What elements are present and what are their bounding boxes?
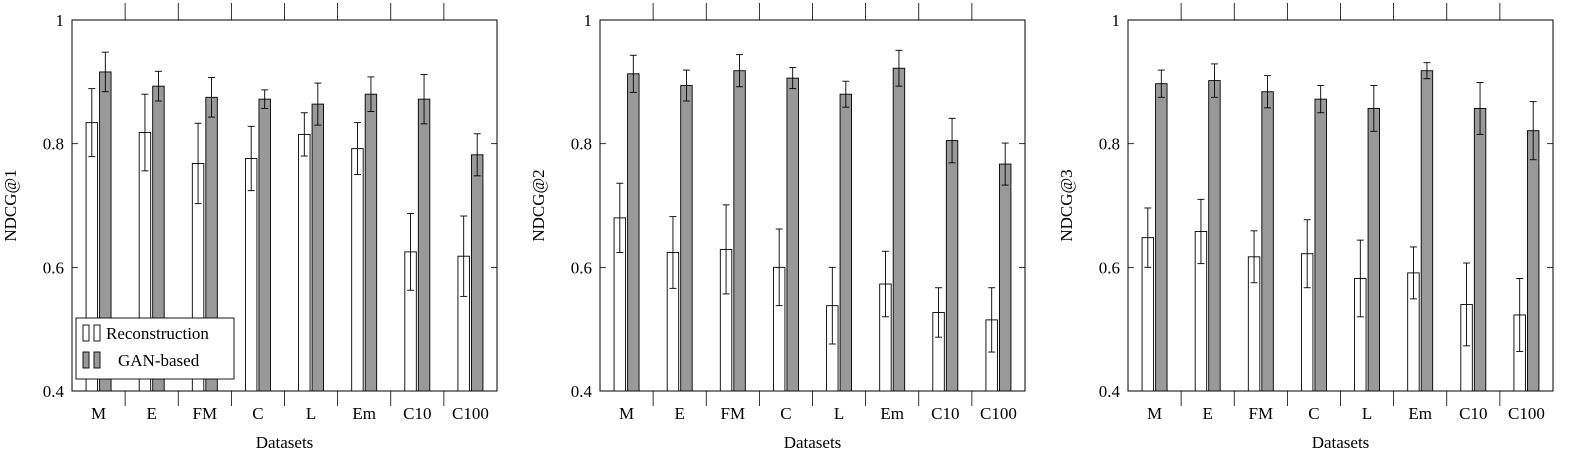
x-tick-label: C100: [980, 404, 1017, 423]
x-tick-label: C100: [452, 404, 489, 423]
x-tick-label: Em: [880, 404, 904, 423]
y-tick-label: 1: [584, 11, 593, 30]
x-axis-label: Datasets: [784, 433, 842, 452]
bar-gan-based: [998, 163, 1012, 392]
x-tick-label: E: [674, 404, 684, 423]
legend-swatch: [82, 324, 90, 342]
bar-gan-based: [680, 85, 693, 392]
x-tick-label: FM: [721, 404, 746, 423]
legend-label-gan-based: GAN-based: [118, 351, 200, 370]
y-axis-label: NDCG@3: [1057, 169, 1076, 241]
y-tick-label: 0.6: [1099, 258, 1120, 277]
bar-gan-based: [892, 67, 906, 392]
y-tick-label: 0.8: [1099, 135, 1120, 154]
x-tick-label: C10: [403, 404, 431, 423]
x-tick-label: M: [619, 404, 634, 423]
y-axis-label: NDCG@2: [529, 169, 548, 241]
bar-gan-based: [1314, 98, 1327, 392]
bar-gan-based: [1420, 70, 1434, 392]
y-tick-label: 0.4: [43, 382, 65, 401]
legend-swatch: [82, 351, 90, 369]
x-tick-label: E: [1202, 404, 1212, 423]
bar-reconstruction: [244, 158, 258, 392]
bar-gan-based: [1155, 83, 1168, 392]
x-tick-label: C: [1308, 404, 1319, 423]
plot-frame: [599, 19, 1026, 392]
bar-gan-based: [786, 77, 799, 392]
x-tick-label: C10: [1459, 404, 1487, 423]
y-tick-label: 0.6: [571, 258, 592, 277]
legend: Reconstruction GAN-based: [75, 317, 235, 380]
x-tick-label: E: [146, 404, 156, 423]
x-tick-label: L: [834, 404, 844, 423]
bar-gan-based: [733, 70, 746, 392]
bar-gan-based: [627, 73, 640, 392]
x-tick-label: C100: [1508, 404, 1545, 423]
bar-gan-based: [311, 103, 325, 392]
y-tick-label: 0.8: [43, 135, 64, 154]
x-tick-label: FM: [193, 404, 218, 423]
y-tick-label: 1: [56, 11, 65, 30]
bar-gan-based: [417, 98, 431, 392]
x-tick-label: Em: [1408, 404, 1432, 423]
bar-gan-based: [945, 140, 959, 392]
x-tick-label: L: [1362, 404, 1372, 423]
legend-swatch: [93, 351, 101, 369]
legend-label-reconstruction: Reconstruction: [106, 324, 209, 343]
x-axis-label: Datasets: [1312, 433, 1370, 452]
bar-gan-based: [258, 98, 271, 392]
bar-reconstruction: [351, 148, 364, 392]
y-tick-label: 0.6: [43, 258, 64, 277]
legend-box: [75, 317, 235, 380]
bar-gan-based: [1526, 130, 1540, 392]
y-tick-label: 0.4: [1099, 382, 1121, 401]
x-tick-label: FM: [1249, 404, 1274, 423]
bar-gan-based: [1261, 91, 1274, 392]
bar-reconstruction: [298, 133, 311, 392]
bar-gan-based: [470, 154, 484, 392]
bar-gan-based: [364, 93, 378, 392]
bar-gan-based: [1208, 80, 1221, 392]
y-tick-label: 1: [1112, 11, 1121, 30]
x-tick-label: C: [252, 404, 263, 423]
x-tick-label: Em: [352, 404, 376, 423]
plot-frame: [1127, 19, 1554, 392]
x-tick-label: M: [1147, 404, 1162, 423]
legend-swatch: [93, 324, 101, 342]
bar-gan-based: [1367, 107, 1381, 392]
x-tick-label: C10: [931, 404, 959, 423]
chart-panel-3: 0.4 0.6 0.8 1 M E FM C L Em C10 C100 Datasets NDCG@3: [1057, 3, 1554, 452]
x-axis-label: Datasets: [256, 433, 314, 452]
bar-gan-based: [1473, 107, 1487, 392]
chart-panel-2: 0.4 0.6 0.8 1 M E FM C L Em C10 C100 Datasets NDCG@2: [529, 3, 1026, 452]
x-tick-label: L: [306, 404, 316, 423]
y-axis-label: NDCG@1: [1, 169, 20, 241]
x-tick-label: M: [91, 404, 106, 423]
bar-gan-based: [839, 93, 853, 392]
x-tick-label: C: [780, 404, 791, 423]
y-tick-label: 0.4: [571, 382, 593, 401]
y-tick-label: 0.8: [571, 135, 592, 154]
chart-panel-1: 0.4 0.6 0.8 1 M E FM C L Em C10 C100 Datasets NDCG@1 R…: [1, 3, 498, 452]
